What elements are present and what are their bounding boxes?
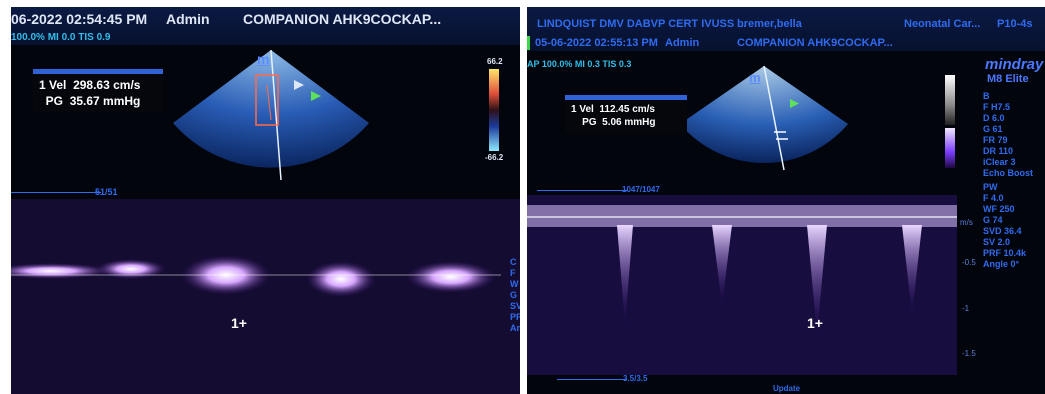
- right-study-name: COMPANION AHK9COCKAP...: [737, 37, 893, 49]
- right-probe-marker: m: [749, 70, 761, 85]
- left-ultrasound-screen: 06-2022 02:54:45 PM Admin COMPANION AHK9…: [11, 7, 520, 394]
- left-2d-sector-image: [173, 49, 369, 180]
- left-doppler-spectrum: [11, 199, 520, 394]
- right-pw-param: G 74: [983, 215, 1003, 225]
- right-b-param: DR 110: [983, 146, 1014, 156]
- left-side-label: C: [510, 257, 517, 267]
- right-pw-param: PW: [983, 182, 998, 192]
- right-pw-param: F 4.0: [983, 193, 1004, 203]
- right-gray-scale-bar: [945, 75, 955, 125]
- right-doppler-scale-bar: [945, 128, 955, 168]
- right-pw-params: PW F 4.0 WF 250 G 74 SVD 36.4 SV 2.0 PRF…: [983, 182, 1026, 270]
- right-exam-type: Neonatal Car...: [904, 18, 981, 30]
- left-side-label: An: [510, 323, 520, 333]
- left-side-label: F: [510, 268, 516, 278]
- left-side-label: SV: [510, 301, 520, 311]
- right-vel-value: 112.45 cm/s: [599, 104, 655, 115]
- right-b-param: D 6.0: [983, 113, 1005, 123]
- right-datetime: 05-06-2022 02:55:13 PM: [535, 37, 658, 49]
- left-user: Admin: [166, 11, 210, 27]
- right-power-line: AP 100.0% MI 0.3 TIS 0.3: [527, 59, 632, 69]
- right-b-param: FR 79: [983, 135, 1008, 145]
- right-measure-index: 1: [571, 104, 577, 115]
- right-cursor-label: 1: [807, 315, 815, 331]
- left-probe-marker: m: [257, 51, 270, 67]
- right-ultrasound-screen: LINDQUIST DMV DABVP CERT IVUSS ... breme…: [527, 7, 1045, 394]
- left-timeline-bar: [11, 192, 101, 193]
- right-b-mode-params: B F H7.5 D 6.0 G 61 FR 79 DR 110 iClear …: [983, 91, 1033, 179]
- left-side-label: PF: [510, 312, 520, 322]
- right-scale-tick: -0.5: [962, 258, 976, 267]
- right-scale-tick: -1.5: [962, 349, 976, 358]
- right-institution: LINDQUIST DMV DABVP CERT IVUSS ...: [537, 18, 747, 30]
- right-brand-logo: mindray: [985, 56, 1044, 73]
- right-focus-arrow-icon: [790, 99, 799, 108]
- left-side-label: G: [510, 290, 518, 300]
- right-update-label: Update: [773, 384, 801, 393]
- right-b-param: G 61: [983, 124, 1003, 134]
- right-patient-name: bremer,bella: [737, 18, 802, 30]
- right-b-param: B: [983, 91, 990, 101]
- left-depth-arrow-icon: [311, 91, 321, 101]
- left-measurement-box: 1 Vel 298.63 cm/s PG 35.67 mmHg: [33, 69, 163, 112]
- left-colorbar-bottom-label: -66.2: [485, 153, 504, 162]
- right-2d-sector-image: [680, 65, 848, 171]
- right-b-param: F H7.5: [983, 102, 1011, 112]
- right-scale-tick: -1: [962, 304, 970, 313]
- left-color-scale-bar: [489, 69, 499, 151]
- right-velocity-unit: m/s: [960, 218, 973, 227]
- left-vel-value: 298.63 cm/s: [73, 78, 141, 92]
- left-measure-index: 1: [39, 78, 46, 92]
- right-frame-counter: 1047/1047: [622, 185, 660, 194]
- left-header-bar: [11, 7, 520, 45]
- right-cursor-mark: 1+: [807, 315, 823, 331]
- left-datetime: 06-2022 02:54:45 PM: [11, 11, 148, 27]
- right-doppler-spectrum: [527, 195, 957, 375]
- right-b-param: iClear 3: [983, 157, 1016, 167]
- left-colorbar-top-label: 66.2: [487, 57, 503, 66]
- right-pg-value: 5.06 mmHg: [602, 117, 656, 128]
- right-header-bar: [527, 7, 1045, 51]
- right-user: Admin: [665, 37, 700, 49]
- right-pw-param: Angle 0°: [983, 259, 1020, 269]
- left-cursor-label: 1: [231, 315, 239, 331]
- right-b-param: Echo Boost: [983, 168, 1034, 178]
- left-study-name: COMPANION AHK9COCKAP...: [243, 11, 442, 27]
- left-frame-counter: 51/51: [95, 187, 118, 197]
- right-pw-param: WF 250: [983, 204, 1015, 214]
- left-focus-arrow-icon: [294, 80, 304, 90]
- left-side-labels: C F W G SV PF An: [510, 257, 520, 334]
- right-status-indicator: [527, 36, 530, 50]
- right-model-name: M8 Elite: [987, 73, 1029, 85]
- left-power-line: 100.0% MI 0.0 TIS 0.9: [11, 32, 111, 43]
- right-pw-param: SVD 36.4: [983, 226, 1022, 236]
- left-pg-label: PG: [45, 94, 64, 108]
- left-vel-label: Vel: [49, 78, 67, 92]
- right-vel-label: Vel: [579, 104, 594, 115]
- right-pw-param: SV 2.0: [983, 237, 1011, 247]
- left-pg-value: 35.67 mmHg: [69, 94, 141, 108]
- left-cursor-mark: 1+: [231, 315, 247, 331]
- right-pg-label: PG: [582, 117, 597, 128]
- right-bottom-timeline: [557, 379, 627, 380]
- right-probe-name: P10-4s: [997, 18, 1033, 30]
- right-timeline-bar: [537, 190, 627, 191]
- right-bottom-counter: 3.5/3.5: [623, 374, 648, 383]
- left-side-label: W: [510, 279, 519, 289]
- right-measurement-box: 1 Vel 112.45 cm/s PG 5.06 mmHg: [565, 95, 687, 132]
- right-pw-param: PRF 10.4k: [983, 248, 1027, 258]
